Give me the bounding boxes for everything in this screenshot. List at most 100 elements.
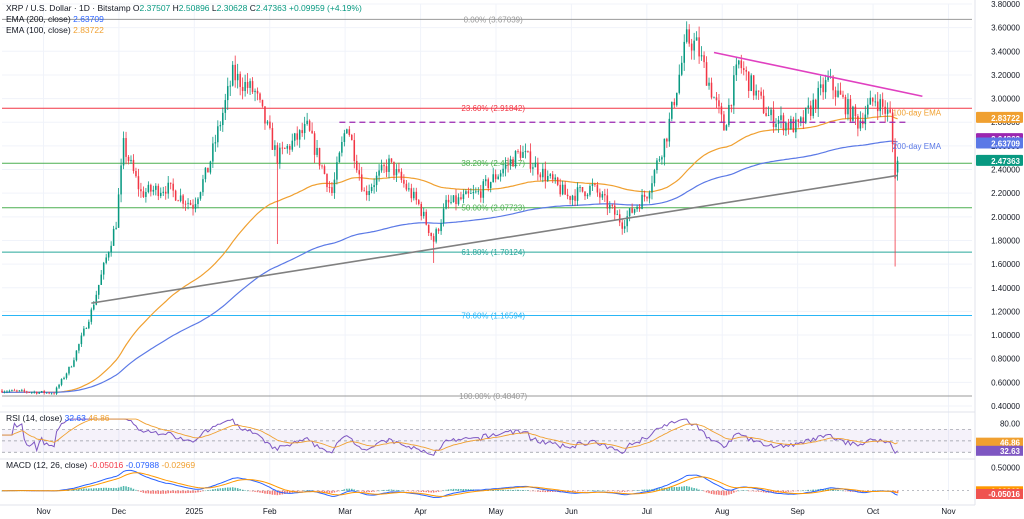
candle-body	[346, 129, 348, 134]
candle-body	[202, 179, 204, 193]
macd-histogram-bar	[837, 490, 839, 491]
macd-histogram-bar	[760, 490, 762, 492]
macd-histogram-bar	[246, 490, 249, 492]
candle-body	[85, 328, 88, 330]
price-tick-label: 3.80000	[991, 0, 1020, 9]
candle-body	[494, 174, 497, 180]
time-tick-label: Jul	[642, 507, 652, 516]
macd-histogram-bar	[609, 490, 611, 492]
candle-body	[271, 128, 274, 150]
macd-histogram-bar	[110, 488, 112, 491]
price-tick-label: 1.20000	[991, 307, 1020, 316]
macd-histogram-bar	[306, 490, 308, 491]
candle-body	[881, 99, 884, 107]
macd-tag-label: -0.05016	[988, 490, 1020, 499]
macd-histogram-bar	[730, 490, 733, 494]
candle-body	[755, 90, 757, 96]
macd-histogram-bar	[236, 488, 239, 491]
candle-body	[68, 366, 70, 374]
macd-histogram-bar	[606, 490, 609, 492]
macd-histogram-bar	[413, 490, 415, 492]
macd-histogram-bar	[194, 490, 197, 493]
rsi-tag	[976, 437, 1023, 448]
candle-body	[636, 206, 638, 210]
candle-body	[626, 216, 628, 227]
candle-body	[16, 390, 18, 392]
macd-histogram-bar	[849, 490, 852, 492]
macd-histogram-bar	[259, 490, 261, 493]
macd-histogram-bar	[390, 489, 393, 491]
candle-body	[606, 195, 609, 209]
candle-body	[217, 126, 219, 143]
macd-histogram-bar	[524, 490, 527, 491]
macd-histogram-bar	[720, 490, 723, 496]
macd-histogram-bar	[274, 490, 276, 495]
price-tick-label: 1.60000	[991, 260, 1020, 269]
candle-body	[88, 321, 90, 329]
candle-body	[504, 164, 507, 169]
macd-histogram-bar	[370, 490, 373, 492]
candle-body	[489, 182, 492, 189]
candle-body	[688, 29, 690, 44]
macd-histogram-bar	[130, 487, 132, 491]
candle-body	[135, 170, 137, 177]
macd-histogram-bar	[254, 490, 256, 492]
macd-histogram-bar	[755, 490, 757, 492]
macd-histogram-bar	[519, 490, 522, 491]
macd-histogram-bar	[217, 488, 219, 491]
macd-histogram-bar	[326, 490, 328, 493]
candle-body	[246, 82, 249, 88]
time-tick-label: May	[488, 507, 503, 516]
macd-tick-label: 0.50000	[991, 464, 1020, 473]
time-tick-label: Feb	[263, 507, 277, 516]
candle-body	[405, 183, 408, 190]
candle-body	[713, 97, 715, 99]
macd-histogram-bar	[802, 490, 805, 492]
macd-histogram-bar	[658, 488, 661, 491]
candle-body	[184, 203, 187, 205]
candle-body	[410, 188, 413, 199]
macd-histogram-bar	[532, 490, 534, 492]
macd-histogram-bar	[296, 490, 298, 492]
macd-histogram-bar	[224, 487, 227, 491]
candle-body	[809, 105, 812, 116]
candle-body	[777, 119, 780, 124]
rsi-value: 32.63	[64, 413, 86, 423]
candle-body	[160, 192, 162, 197]
macd-histogram-bar	[522, 490, 524, 491]
macd-histogram-bar	[241, 489, 244, 491]
candle-body	[358, 170, 361, 175]
macd-histogram-bar	[785, 490, 787, 492]
macd-histogram-bar	[125, 486, 127, 491]
candle-body	[214, 142, 217, 144]
trend-lines	[91, 51, 923, 304]
annotation-100-day-ema: 100-day EMA	[893, 109, 942, 118]
macd-histogram-bar	[492, 489, 494, 491]
high-value: 2.50896	[178, 3, 210, 13]
macd-histogram-bar	[83, 488, 85, 491]
candle-body	[395, 169, 398, 176]
rsi-ma-line	[2, 418, 898, 451]
candle-body	[750, 75, 752, 91]
macd-histogram-bar	[264, 490, 266, 494]
candle-body	[26, 391, 28, 393]
macd-histogram-bar	[656, 488, 658, 491]
macd-histogram-bar	[365, 490, 368, 493]
candle-body	[661, 157, 663, 160]
macd-histogram-bar	[733, 490, 735, 493]
candle-body	[336, 162, 338, 180]
candle-body	[708, 82, 710, 86]
candle-body	[212, 143, 214, 162]
candle-body	[182, 195, 184, 204]
price-tag-label: 2.83722	[991, 114, 1020, 123]
macd-histogram-bar	[73, 489, 75, 491]
macd-histogram-bar	[140, 490, 142, 493]
candle-body	[301, 130, 303, 134]
time-tick-label: Sep	[791, 507, 806, 516]
candle-body	[740, 60, 743, 69]
macd-hist-value: -0.05016	[89, 460, 124, 470]
candle-body	[313, 133, 316, 155]
candle-body	[854, 106, 857, 117]
macd-histogram-bar	[85, 488, 88, 491]
candle-body	[28, 392, 31, 393]
